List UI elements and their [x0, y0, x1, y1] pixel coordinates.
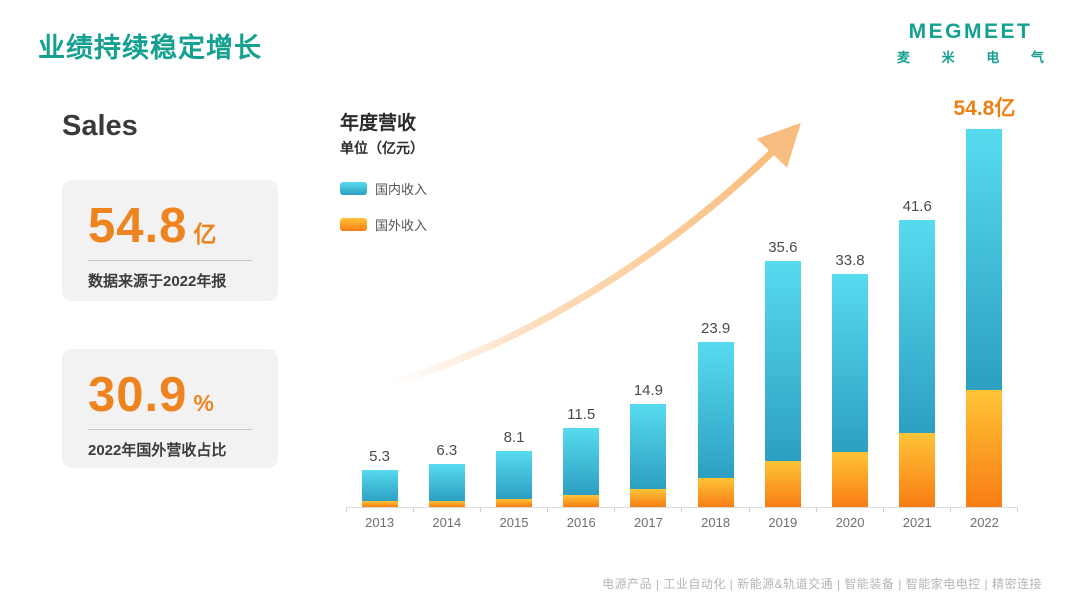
bar-segment-国外收入: [832, 451, 869, 507]
stat-unit: %: [193, 390, 214, 416]
bar-2017: 14.9: [615, 382, 682, 507]
bar-value-label: 11.5: [567, 405, 596, 423]
bar-value-label: 33.8: [835, 251, 865, 269]
axis-tick: [681, 508, 748, 512]
x-axis-label: 2019: [768, 515, 798, 530]
x-axis-label: 2013: [365, 515, 395, 530]
bar-segment-国外收入: [496, 498, 532, 507]
bar-segment-国外收入: [630, 489, 667, 507]
sales-heading: Sales: [62, 110, 138, 142]
divider: [88, 429, 252, 430]
divider: [88, 260, 252, 261]
bar-2020: 33.8: [816, 252, 883, 507]
bar-value-label: 23.9: [701, 320, 731, 338]
axis-tick: [614, 508, 681, 512]
bar-value-label: 8.1: [503, 429, 525, 447]
logo-wordmark: MEGMEET: [908, 20, 1033, 43]
x-axis-label: 2018: [701, 515, 731, 530]
bar-value-label: 41.6: [902, 198, 932, 216]
axis-tick: [413, 508, 480, 512]
stat-value: 30.9: [88, 368, 188, 422]
logo-char: 米: [941, 50, 955, 65]
axis-tick: [748, 508, 816, 512]
bar-segment-国内收入: [361, 470, 398, 501]
bar-value-label: 14.9: [633, 382, 664, 400]
bar-segment-国内收入: [496, 451, 532, 499]
logo-char: 电: [986, 50, 1000, 65]
x-axis-label: 2022: [969, 515, 999, 530]
bar-2014: 6.3: [413, 442, 480, 507]
bar-value-label: 5.3: [369, 448, 391, 466]
bar-2016: 11.5: [548, 406, 615, 507]
footer-business-lines: 电源产品 | 工业自动化 | 新能源&轨道交通 | 智能装备 | 智能家电电控 …: [602, 577, 1042, 591]
bar-segment-国外收入: [563, 495, 600, 507]
x-axis: [346, 507, 1018, 512]
bar-segment-国内收入: [630, 404, 667, 490]
bar-segment-国外收入: [966, 390, 1003, 507]
bar-2013: 5.3: [346, 448, 413, 507]
stat-unit: 亿: [193, 221, 217, 247]
logo-chinese-name: 麦米电气: [893, 47, 1048, 66]
domestic-revenue-swatch: [340, 182, 367, 195]
bar-value-label: 6.3: [436, 441, 458, 459]
axis-tick: [480, 508, 547, 512]
stat-card-total-revenue: 54.8 亿 数据来源于2022年报: [62, 180, 278, 301]
bar-segment-国内收入: [899, 220, 936, 434]
bars-row: 5.3 6.3 8.1 11.5 14.9 23.9 35.6 33.8 41.6 54.8亿: [346, 97, 1018, 507]
stat-caption: 数据来源于2022年报: [88, 273, 227, 290]
axis-tick: [346, 508, 413, 512]
bar-chart-plot: 5.3 6.3 8.1 11.5 14.9 23.9 35.6 33.8 41.6 54.8亿 2…: [346, 97, 1018, 530]
bar-segment-国内收入: [966, 128, 1003, 391]
bar-segment-国内收入: [764, 261, 801, 461]
bar-value-label: 35.6: [768, 239, 798, 257]
bar-2022: 54.8亿: [951, 92, 1018, 507]
page-title: 业绩持续稳定增长: [38, 33, 262, 63]
axis-tick: [949, 508, 1018, 512]
company-logo: MEGMEET 麦 米 电 气: [893, 20, 1048, 66]
bar-segment-国内收入: [832, 273, 869, 452]
bar-segment-国外收入: [361, 500, 398, 507]
x-axis-label: 2020: [835, 515, 865, 530]
bar-segment-国内收入: [563, 427, 600, 496]
axis-tick: [882, 508, 950, 512]
bar-segment-国内收入: [697, 342, 734, 478]
x-axis-label: 2014: [432, 515, 462, 530]
stat-value-row: 30.9 %: [88, 367, 252, 423]
x-axis-label: 2021: [902, 515, 932, 530]
x-axis-label: 2015: [499, 515, 529, 530]
logo-char: 麦: [897, 50, 911, 65]
bar-segment-国外收入: [697, 478, 734, 507]
bar-segment-国内收入: [428, 463, 465, 501]
bar-segment-国外收入: [428, 500, 465, 507]
logo-char: 气: [1030, 50, 1044, 65]
stat-card-overseas-share: 30.9 % 2022年国外营收占比: [62, 349, 278, 468]
axis-tick: [815, 508, 883, 512]
x-axis-labels: 2013 2014 2015 2016 2017 2018 2019 2020 2021 2022: [346, 512, 1018, 530]
stat-value-row: 54.8 亿: [88, 198, 252, 254]
bar-2021: 41.6: [884, 198, 951, 507]
axis-tick: [547, 508, 614, 512]
bar-2018: 23.9: [682, 320, 749, 507]
bar-2019: 35.6: [749, 239, 816, 507]
bar-value-label: 54.8亿: [953, 96, 1016, 120]
bar-segment-国外收入: [764, 460, 801, 507]
bar-2015: 8.1: [480, 429, 547, 507]
overseas-revenue-swatch: [340, 218, 367, 231]
bar-segment-国外收入: [899, 433, 936, 507]
x-axis-label: 2016: [566, 515, 596, 530]
stat-caption: 2022年国外营收占比: [88, 442, 227, 459]
stat-value: 54.8: [88, 199, 188, 253]
x-axis-label: 2017: [633, 515, 663, 530]
